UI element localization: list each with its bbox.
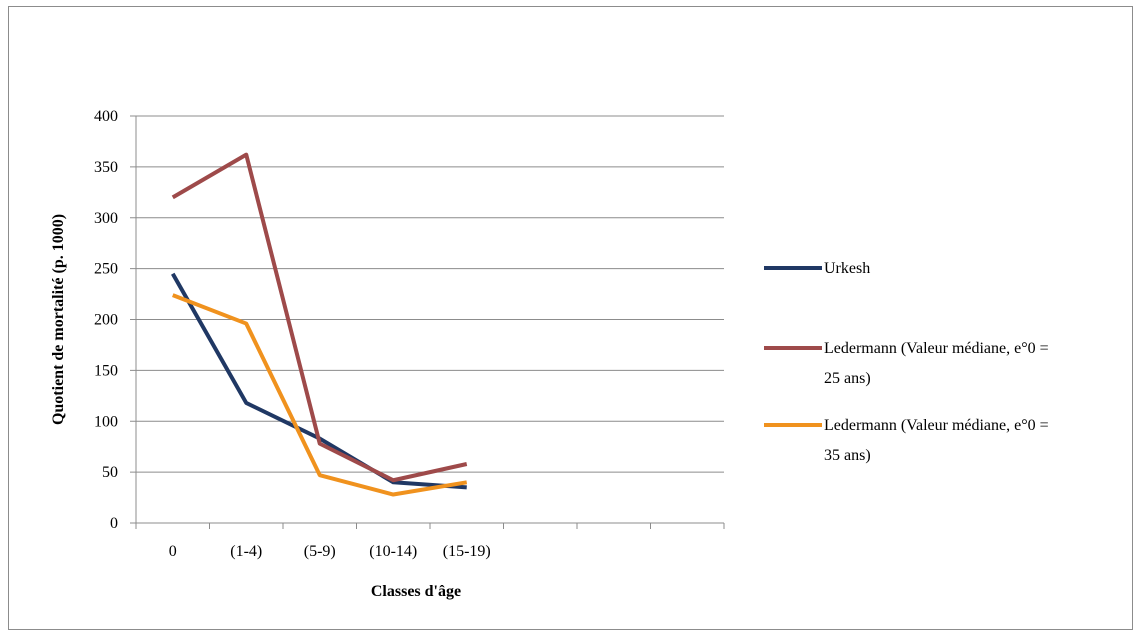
series-line-3 bbox=[172, 293, 468, 497]
x-tick-label: (5-9) bbox=[304, 543, 336, 560]
x-tick-label: (10-14) bbox=[369, 543, 417, 560]
x-axis-title: Classes d'âge bbox=[371, 583, 461, 600]
grid-lines bbox=[136, 115, 724, 473]
y-tick-label: 300 bbox=[94, 210, 118, 227]
x-tick-labels: 0 (1-4) (5-9) (10-14) (15-19) bbox=[169, 543, 491, 560]
y-tick-label: 150 bbox=[94, 362, 118, 379]
y-tick-label: 250 bbox=[94, 261, 118, 278]
x-tick-label: 0 bbox=[169, 543, 177, 560]
y-tick-label: 50 bbox=[102, 464, 118, 481]
y-tick-label: 350 bbox=[94, 159, 118, 176]
y-tick-label: 100 bbox=[94, 413, 118, 430]
y-tick-labels: 0 50 100 150 200 250 300 350 400 bbox=[94, 108, 118, 532]
axes bbox=[130, 115, 725, 529]
y-tick-label: 200 bbox=[94, 312, 118, 329]
y-tick-label: 400 bbox=[94, 108, 118, 125]
x-tick-label: (15-19) bbox=[443, 543, 491, 560]
series-line-2 bbox=[171, 152, 468, 483]
legend-label-3: Ledermann (Valeur médiane, e°0 = 35 ans) bbox=[824, 417, 1049, 464]
legend-label-1: Urkesh bbox=[824, 260, 870, 277]
series-line-1 bbox=[171, 272, 467, 490]
series-lines bbox=[171, 152, 468, 497]
y-tick-label: 0 bbox=[110, 515, 118, 532]
legend-label-2: Ledermann (Valeur médiane, e°0 = 25 ans) bbox=[824, 340, 1049, 387]
chart-frame bbox=[8, 6, 1133, 630]
x-tick-label: (1-4) bbox=[230, 543, 262, 560]
legend: Urkesh Ledermann (Valeur médiane, e°0 = 25… bbox=[764, 260, 1049, 464]
y-axis-title: Quotient de mortalité (p. 1000) bbox=[50, 214, 67, 425]
